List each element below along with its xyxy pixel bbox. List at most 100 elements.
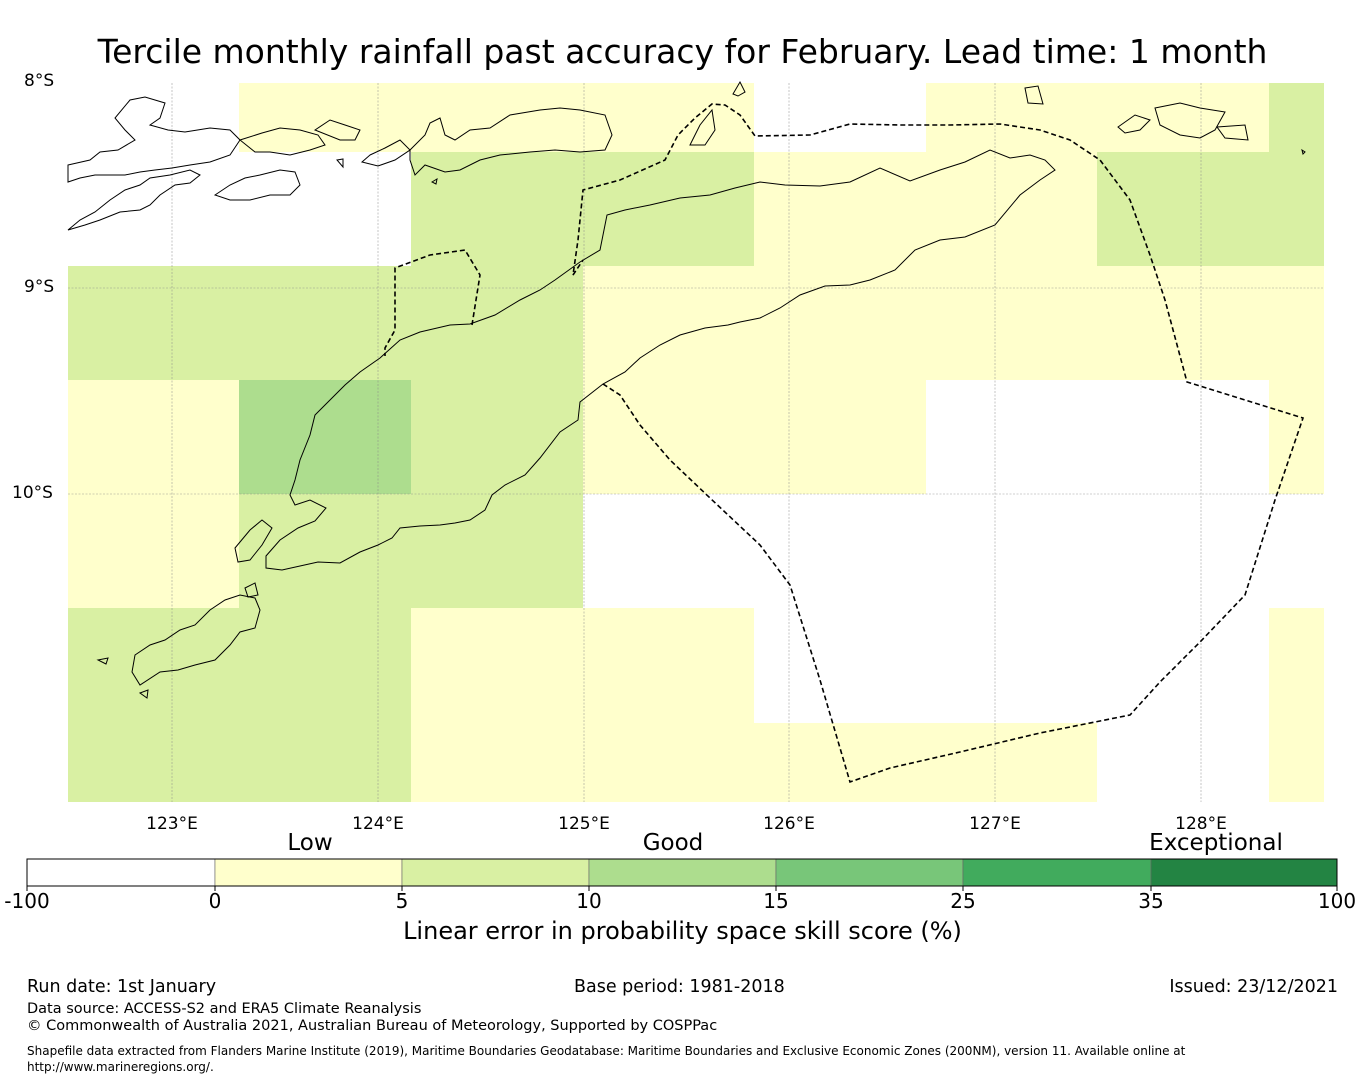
skill-cell xyxy=(411,266,583,380)
lon-label-125e: 125°E xyxy=(558,814,610,834)
skill-cell xyxy=(411,152,583,266)
skill-cell xyxy=(926,494,1097,608)
coastline-segment xyxy=(1154,102,1226,139)
skill-cell xyxy=(1269,266,1324,380)
skill-cell xyxy=(411,608,583,723)
skill-cell xyxy=(68,608,239,723)
coastline-segment xyxy=(234,519,273,563)
skill-cell xyxy=(926,608,1097,723)
skill-cell xyxy=(411,380,583,494)
colorbar-tick-label: -100 xyxy=(4,889,50,913)
skill-cell xyxy=(1097,83,1269,152)
skill-cell xyxy=(1097,608,1269,723)
run-date: Run date: 1st January xyxy=(27,977,217,997)
coastline-segment xyxy=(313,119,361,141)
category-low: Low xyxy=(287,830,333,856)
skill-cell xyxy=(583,152,754,266)
skill-cell xyxy=(1269,494,1324,608)
data-source: Data source: ACCESS-S2 and ERA5 Climate … xyxy=(27,1001,422,1017)
skill-cell xyxy=(239,380,411,494)
colorbar-segment xyxy=(26,858,216,887)
coastline-segment xyxy=(1117,114,1151,134)
skill-cell xyxy=(926,83,1097,152)
skill-cell xyxy=(411,723,583,802)
skill-cell xyxy=(239,608,411,723)
coastline-segment xyxy=(138,689,149,699)
skill-cell xyxy=(68,266,239,380)
coastline-segment xyxy=(360,139,411,167)
lon-label-124e: 124°E xyxy=(352,814,404,834)
skill-cell xyxy=(583,380,754,494)
chart-title: Tercile monthly rainfall past accuracy f… xyxy=(97,32,1268,71)
colorbar-frame xyxy=(26,858,1338,887)
colorbar-tick-label: 25 xyxy=(950,889,976,913)
skill-cell xyxy=(754,83,926,152)
skill-cell xyxy=(1269,723,1324,802)
shapefile-note: Shapefile data extracted from Flanders M… xyxy=(27,1044,1186,1074)
copyright: © Commonwealth of Australia 2021, Austra… xyxy=(27,1018,718,1034)
coastline-segment xyxy=(689,108,716,146)
lon-label-128e: 128°E xyxy=(1175,814,1227,834)
skill-cell xyxy=(1097,723,1269,802)
lat-label-10s: 10°S xyxy=(12,483,53,503)
skill-cell xyxy=(583,83,754,152)
skill-cell xyxy=(1097,380,1269,494)
skill-grid xyxy=(68,83,1324,802)
coastline-segment xyxy=(1216,124,1249,141)
skill-cell xyxy=(239,83,411,152)
lon-label-123e: 123°E xyxy=(146,814,198,834)
skill-cell xyxy=(1269,608,1324,723)
skill-cell xyxy=(926,723,1097,802)
skill-cell xyxy=(239,152,411,266)
skill-cell xyxy=(583,494,754,608)
coastline-segment xyxy=(430,177,438,185)
colorbar-segment xyxy=(775,858,964,887)
skill-cell xyxy=(583,723,754,802)
skill-cell xyxy=(1097,266,1269,380)
coastline-segment xyxy=(1301,148,1306,155)
colorbar-tick-label: 35 xyxy=(1138,889,1164,913)
skill-cell xyxy=(411,83,583,152)
colorbar-tick-label: 10 xyxy=(576,889,602,913)
coastline-segment xyxy=(336,158,344,169)
coastline-segment xyxy=(732,80,746,97)
colorbar-segment xyxy=(401,858,590,887)
skill-cell xyxy=(239,266,411,380)
lon-label-126e: 126°E xyxy=(763,814,815,834)
skill-cell xyxy=(926,266,1097,380)
skill-cell xyxy=(68,494,239,608)
colorbar-segment xyxy=(588,858,777,887)
skill-cell xyxy=(239,723,411,802)
skill-cell xyxy=(411,494,583,608)
skill-cell xyxy=(754,608,926,723)
skill-cell xyxy=(754,494,926,608)
lat-label-9s: 9°S xyxy=(24,277,55,297)
colorbar-title: Linear error in probability space skill … xyxy=(403,917,962,945)
coastline xyxy=(67,80,1306,699)
colorbar-tick-label: 100 xyxy=(1317,889,1357,913)
skill-cell xyxy=(583,608,754,723)
skill-cell xyxy=(754,380,926,494)
eez-boundary-dashed xyxy=(384,103,1305,784)
skill-cell xyxy=(583,266,754,380)
colorbar-tick-label: 0 xyxy=(208,889,222,913)
issued-date: Issued: 23/12/2021 xyxy=(1169,977,1338,997)
skill-cell xyxy=(1269,380,1324,494)
base-period: Base period: 1981-2018 xyxy=(574,977,785,997)
coastline-segment xyxy=(96,657,109,665)
skill-cell xyxy=(68,380,239,494)
gridlines xyxy=(68,83,1324,802)
coastline-segment xyxy=(409,107,613,176)
coastline-segment xyxy=(1024,85,1044,105)
skill-cell xyxy=(68,723,239,802)
skill-cell xyxy=(1097,152,1269,266)
coastline-segment xyxy=(244,582,259,598)
colorbar-segment xyxy=(214,858,403,887)
skill-cell xyxy=(1269,152,1324,266)
skill-cell xyxy=(926,380,1097,494)
skill-cell xyxy=(1269,83,1324,152)
coastline-segment xyxy=(67,169,201,231)
colorbar-segment xyxy=(962,858,1152,887)
lat-label-8s: 8°S xyxy=(24,71,55,91)
